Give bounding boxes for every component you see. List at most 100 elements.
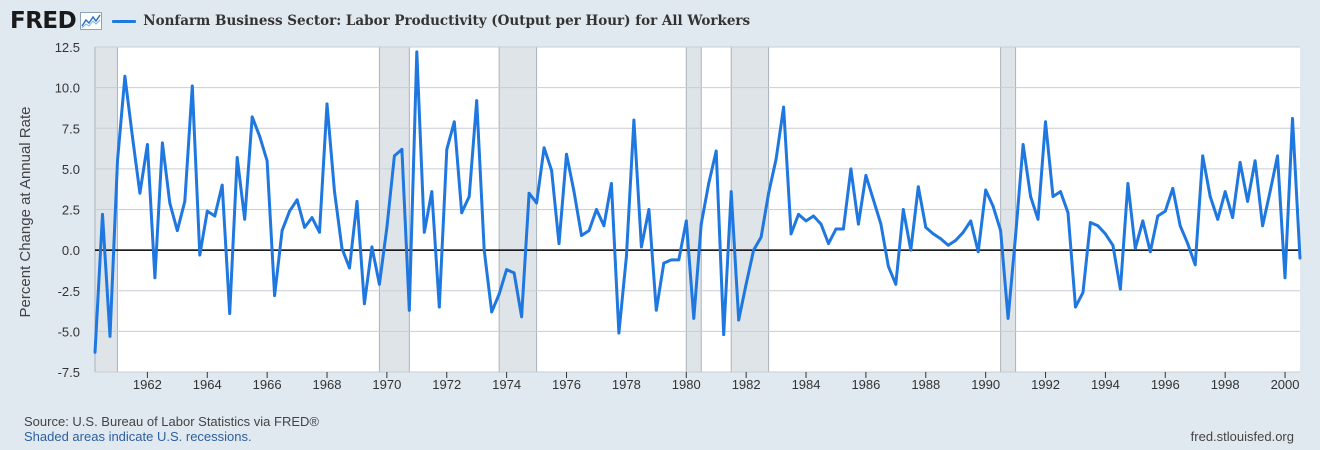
data-point	[1208, 195, 1212, 198]
y-tick-label: 0.0	[62, 243, 80, 258]
data-point	[1261, 224, 1264, 228]
x-tick-label: 1996	[1151, 377, 1180, 392]
data-point	[759, 235, 763, 239]
data-point	[819, 222, 823, 226]
data-point	[1044, 120, 1047, 124]
data-point	[460, 211, 464, 215]
data-point	[1298, 256, 1302, 260]
data-point	[520, 315, 524, 319]
x-tick-label: 1970	[372, 377, 401, 392]
data-point	[692, 316, 696, 320]
line-chart: 12.5 10.0 7.5 5.0 2.5 0.0 -2.5 -5.0 -7.5 1962 196…	[17, 40, 1302, 392]
data-point	[318, 230, 321, 234]
data-point	[624, 255, 628, 259]
data-point	[767, 191, 771, 195]
data-point	[834, 227, 838, 231]
data-point	[782, 105, 785, 109]
data-point	[348, 266, 351, 270]
x-tick-label: 1966	[253, 377, 282, 392]
data-point	[886, 264, 890, 268]
x-tick-label: 1978	[612, 377, 641, 392]
data-point	[123, 74, 127, 78]
data-point	[235, 156, 239, 159]
data-point	[535, 201, 538, 205]
data-point	[512, 271, 516, 275]
data-point	[812, 214, 815, 218]
data-point	[93, 351, 97, 354]
data-point	[1126, 182, 1130, 185]
data-point	[101, 212, 104, 216]
x-tick-label: 1988	[911, 377, 940, 392]
data-point	[580, 234, 583, 237]
data-point	[991, 204, 995, 208]
data-point	[639, 245, 643, 249]
data-point	[1283, 276, 1287, 280]
data-point	[1171, 186, 1175, 190]
data-point	[422, 230, 426, 234]
data-point	[138, 191, 142, 195]
data-point	[1186, 242, 1190, 246]
data-point	[610, 182, 613, 185]
data-point	[632, 118, 636, 122]
data-point	[497, 292, 501, 296]
data-point	[1223, 190, 1227, 194]
data-point	[1231, 216, 1235, 220]
data-point	[737, 318, 741, 322]
data-point	[303, 225, 306, 229]
fred-url: fred.stlouisfed.org	[1190, 429, 1294, 444]
data-point	[572, 190, 576, 194]
data-point	[1238, 160, 1242, 164]
data-point	[467, 195, 471, 198]
data-point	[310, 216, 314, 220]
x-tick-label: 1982	[732, 377, 761, 392]
x-tick-label: 1964	[193, 377, 222, 392]
data-point	[789, 232, 793, 236]
x-tick-label: 1992	[1031, 377, 1060, 392]
data-point	[1141, 219, 1145, 223]
y-tick-label: -7.5	[58, 365, 80, 380]
data-point	[250, 115, 254, 119]
y-tick-label: 2.5	[62, 203, 80, 218]
data-point	[1096, 224, 1100, 228]
data-point	[879, 222, 883, 226]
data-point	[857, 222, 860, 226]
data-point	[924, 225, 928, 229]
data-point	[363, 302, 366, 306]
data-point	[295, 198, 299, 202]
data-point	[602, 224, 606, 228]
data-point	[774, 157, 778, 161]
data-point	[565, 152, 568, 156]
data-point	[116, 159, 119, 163]
x-tick-label: 2000	[1271, 377, 1300, 392]
data-point	[280, 229, 284, 233]
data-point	[265, 159, 269, 163]
x-tick-label: 1968	[313, 377, 342, 392]
data-point	[131, 134, 134, 138]
data-point	[714, 149, 718, 153]
data-point	[1268, 190, 1272, 194]
data-point	[213, 214, 217, 218]
data-point	[108, 334, 112, 338]
data-point	[505, 268, 509, 272]
data-point	[1059, 190, 1062, 194]
data-point	[168, 201, 172, 205]
data-point	[1276, 154, 1279, 158]
y-tick-label: 10.0	[55, 81, 80, 96]
data-point	[804, 219, 808, 223]
data-point	[1051, 195, 1055, 198]
data-point	[370, 245, 374, 249]
data-point	[999, 229, 1003, 233]
data-point	[842, 227, 845, 231]
x-tick-label: 1984	[792, 377, 821, 392]
data-point	[145, 143, 149, 146]
data-point	[190, 84, 194, 88]
data-point	[452, 120, 456, 124]
x-tick-label: 1972	[432, 377, 461, 392]
data-point	[797, 212, 800, 216]
x-tick-label: 1990	[971, 377, 1000, 392]
data-point	[243, 217, 247, 221]
data-point	[1066, 211, 1070, 215]
fred-logo-graph-icon	[80, 12, 103, 30]
x-tick-label: 1974	[492, 377, 521, 392]
data-point	[1193, 263, 1197, 267]
